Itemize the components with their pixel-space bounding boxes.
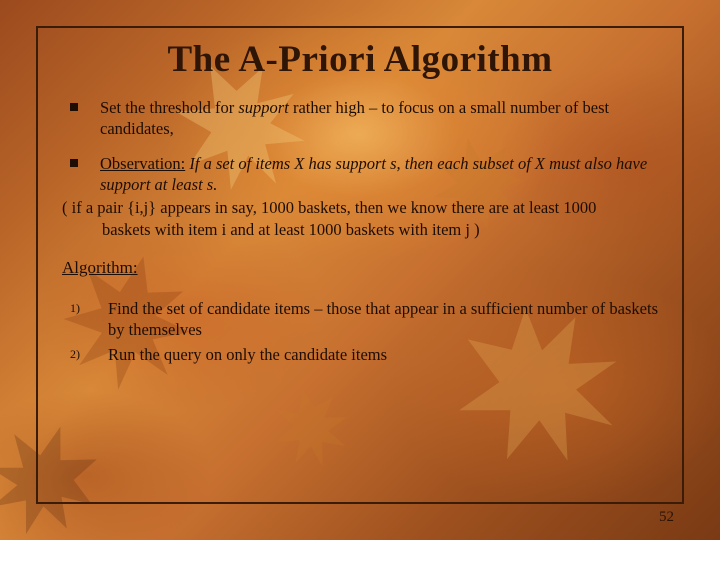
step-text: Find the set of candidate items – those … [108,298,660,341]
bullet-item: Set the threshold for support rather hig… [60,97,660,139]
text-fragment: baskets with item i and at least 1000 ba… [62,219,660,240]
text-fragment: Set the threshold for [100,98,238,117]
algorithm-heading: Algorithm: [62,258,660,278]
bullet-text: Set the threshold for support rather hig… [100,97,660,139]
slide-title: The A-Priori Algorithm [60,38,660,81]
text-fragment: ( if a pair {i,j} appears in say, 1000 b… [62,198,596,217]
text-emphasis: support [238,98,288,117]
bullet-item: Observation: If a set of items X has sup… [60,153,660,195]
number-marker: 2) [70,347,84,363]
step-text: Run the query on only the candidate item… [108,344,660,365]
bullet-text: Observation: If a set of items X has sup… [100,153,660,195]
number-marker: 1) [70,301,84,317]
bullet-icon [70,103,78,111]
paren-note: ( if a pair {i,j} appears in say, 1000 b… [62,197,660,239]
slide: The A-Priori Algorithm Set the threshold… [0,0,720,540]
numbered-item: 1) Find the set of candidate items – tho… [60,298,660,341]
bullet-icon [70,159,78,167]
content-frame: The A-Priori Algorithm Set the threshold… [36,26,684,504]
page-number: 52 [659,509,674,526]
numbered-item: 2) Run the query on only the candidate i… [60,344,660,365]
text-underline: Observation: [100,154,185,173]
